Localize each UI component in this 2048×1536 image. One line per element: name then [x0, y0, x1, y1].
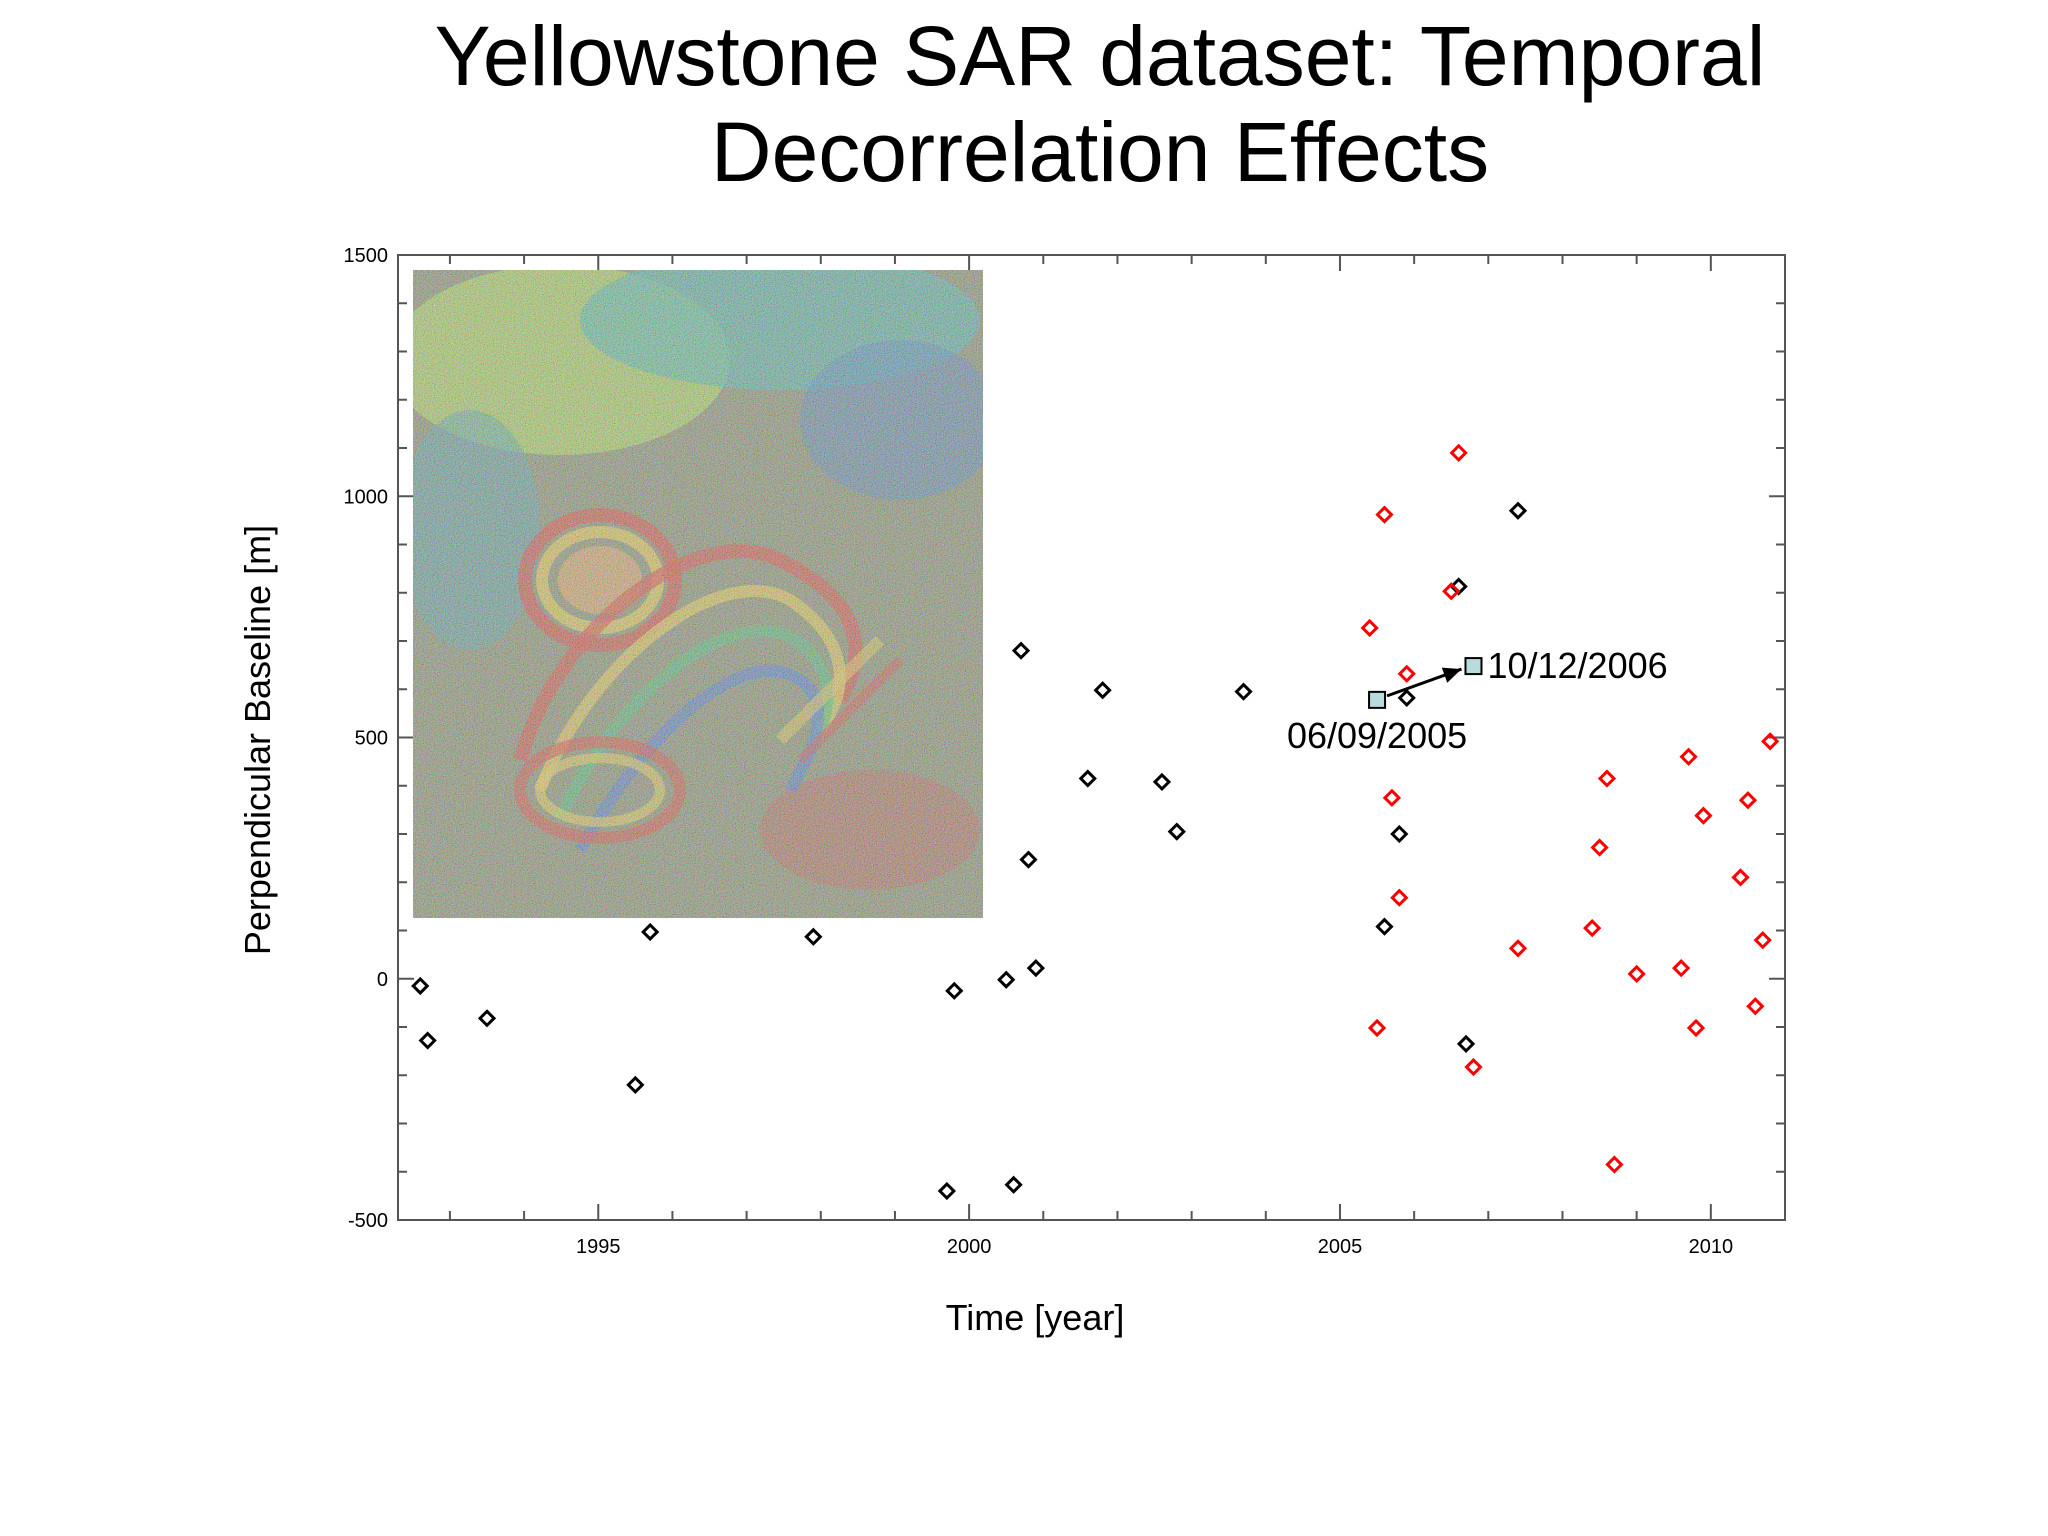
- data-point-black: [1011, 641, 1031, 660]
- data-point-black: [1026, 959, 1045, 978]
- data-point-black: [1234, 682, 1253, 701]
- y-tick-label: -500: [348, 1210, 388, 1232]
- data-point-red: [1464, 1057, 1483, 1077]
- highlight-points: 06/09/2005 10/12/2006: [1287, 645, 1668, 756]
- data-point-red: [1583, 918, 1602, 938]
- data-point-red: [1627, 964, 1646, 984]
- data-point-red: [1442, 582, 1461, 601]
- y-tick-label: 1500: [344, 245, 389, 267]
- data-point-black: [937, 1181, 956, 1201]
- data-point-red: [1390, 888, 1409, 907]
- data-point-red: [1679, 747, 1698, 766]
- y-tick-label: 1000: [344, 486, 389, 508]
- data-point-red: [1672, 959, 1691, 978]
- interferogram-inset-image: [413, 270, 983, 918]
- data-point-black: [1390, 824, 1409, 844]
- data-point-red: [1508, 939, 1528, 958]
- data-point-black: [997, 970, 1016, 989]
- data-point-black: [641, 922, 660, 942]
- data-point-red: [1694, 806, 1713, 825]
- data-point-red: [1449, 443, 1468, 462]
- x-tick-label: 1995: [576, 1236, 621, 1258]
- data-point-black: [477, 1009, 497, 1028]
- axis-tick-labels: 1995 2000 2005 2010 -500 0 500 1000 1500: [344, 245, 1734, 1258]
- x-axis-label: Time [year]: [946, 1297, 1125, 1338]
- data-point-black: [1167, 822, 1186, 841]
- data-point-red: [1761, 732, 1780, 751]
- data-point-red: [1382, 788, 1402, 807]
- slide-title: Yellowstone SAR dataset: Temporal Decorr…: [434, 9, 1766, 199]
- data-point-red: [1397, 664, 1416, 683]
- x-tick-label: 2010: [1689, 1236, 1734, 1258]
- data-point-red: [1597, 769, 1617, 788]
- data-point-black: [1456, 1034, 1476, 1054]
- highlight-date-label: 06/09/2005: [1287, 715, 1467, 756]
- data-point-red: [1590, 838, 1609, 857]
- highlight-square: [1464, 657, 1483, 676]
- data-point-black: [1397, 688, 1416, 708]
- highlight-date-label: 10/12/2006: [1487, 645, 1667, 686]
- data-point-red: [1686, 1018, 1706, 1038]
- data-point-black: [1004, 1175, 1023, 1194]
- data-point-black: [1375, 917, 1394, 936]
- arrow-head: [1441, 667, 1462, 683]
- x-tick-label: 2000: [947, 1236, 992, 1258]
- highlight-square: [1368, 690, 1387, 709]
- data-point-red: [1360, 618, 1379, 638]
- data-point-red: [1746, 997, 1765, 1016]
- data-point-black: [1078, 769, 1097, 788]
- data-point-red: [1367, 1018, 1387, 1038]
- data-point-black: [626, 1075, 645, 1095]
- data-point-black: [1093, 681, 1112, 700]
- data-point-black: [945, 981, 964, 1000]
- y-tick-label: 0: [377, 969, 388, 991]
- data-point-black: [1019, 850, 1038, 869]
- data-point-red: [1605, 1155, 1624, 1174]
- data-point-red: [1738, 791, 1758, 810]
- arrow-layer: [1386, 667, 1462, 698]
- y-tick-label: 500: [355, 728, 388, 750]
- axis-ticks: [398, 254, 1786, 1221]
- data-point-red: [1753, 931, 1772, 950]
- data-point-black: [804, 927, 823, 946]
- data-point-black: [1508, 501, 1528, 520]
- data-point-black: [411, 976, 430, 996]
- scatter-points: [411, 443, 1780, 1201]
- data-point-red: [1375, 505, 1394, 524]
- x-tick-label: 2005: [1318, 1236, 1363, 1258]
- y-axis-label: Perpendicular Baseline [m]: [237, 525, 278, 955]
- data-point-black: [418, 1031, 437, 1050]
- data-point-black: [1152, 772, 1172, 792]
- data-point-black: [1449, 577, 1468, 596]
- data-point-red: [1731, 868, 1750, 887]
